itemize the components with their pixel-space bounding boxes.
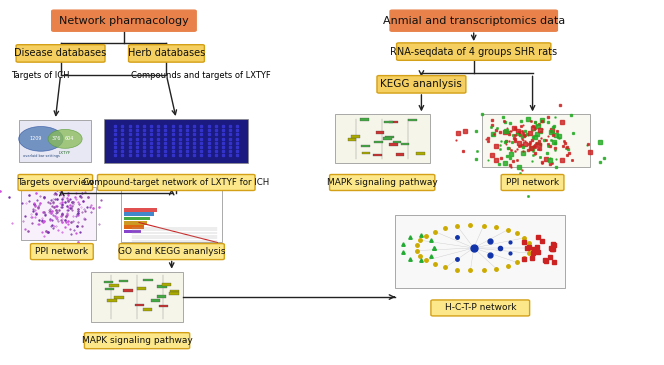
Text: H-C-T-P network: H-C-T-P network: [444, 303, 516, 312]
Bar: [169, 292, 179, 295]
Text: PPI network: PPI network: [35, 247, 88, 256]
Text: Network pharmacology: Network pharmacology: [59, 16, 189, 26]
Text: GO and KEGG ananlysis: GO and KEGG ananlysis: [118, 247, 226, 256]
Text: 604: 604: [65, 137, 74, 141]
Bar: [157, 285, 167, 288]
Text: Herb databases: Herb databases: [128, 49, 205, 58]
Bar: [384, 121, 393, 123]
Circle shape: [48, 130, 82, 148]
Text: MAPK signaling pathway: MAPK signaling pathway: [82, 336, 193, 345]
Text: RNA-seqdata of 4 groups SHR rats: RNA-seqdata of 4 groups SHR rats: [390, 47, 557, 57]
Bar: [143, 308, 152, 311]
Bar: [389, 143, 398, 146]
Text: Compound-target network of LXTYF for ICH: Compound-target network of LXTYF for ICH: [83, 178, 270, 187]
Bar: [114, 296, 124, 299]
Text: MAPK signaling pathway: MAPK signaling pathway: [327, 178, 438, 187]
Bar: [135, 304, 144, 306]
Bar: [105, 288, 114, 290]
Bar: [482, 114, 590, 167]
FancyBboxPatch shape: [18, 174, 92, 191]
FancyBboxPatch shape: [501, 174, 564, 191]
Text: 1209: 1209: [29, 137, 42, 141]
FancyBboxPatch shape: [431, 300, 530, 316]
Bar: [385, 136, 394, 138]
Bar: [361, 118, 369, 121]
Bar: [124, 289, 133, 292]
Bar: [401, 143, 409, 145]
Text: overlaid bar settings: overlaid bar settings: [23, 154, 59, 158]
Bar: [383, 137, 392, 140]
FancyBboxPatch shape: [390, 10, 557, 31]
Bar: [374, 141, 382, 143]
Bar: [408, 119, 417, 122]
Bar: [159, 305, 169, 307]
Bar: [21, 187, 96, 240]
FancyBboxPatch shape: [16, 45, 105, 62]
Bar: [124, 230, 141, 233]
Bar: [121, 189, 222, 242]
Bar: [137, 287, 146, 290]
Bar: [416, 153, 425, 155]
FancyBboxPatch shape: [31, 243, 93, 260]
FancyBboxPatch shape: [84, 333, 190, 349]
Text: KEGG ananlysis: KEGG ananlysis: [380, 79, 462, 89]
Bar: [389, 121, 398, 123]
Bar: [124, 226, 144, 229]
Bar: [376, 131, 384, 134]
Text: Targets overview: Targets overview: [17, 178, 94, 187]
Text: Targets of ICH: Targets of ICH: [11, 71, 70, 80]
Text: PPI network: PPI network: [506, 178, 559, 187]
FancyBboxPatch shape: [119, 243, 224, 260]
Bar: [91, 272, 183, 323]
FancyBboxPatch shape: [52, 10, 196, 31]
Bar: [395, 215, 565, 288]
Bar: [162, 284, 171, 286]
Bar: [104, 119, 248, 162]
Bar: [351, 135, 360, 138]
Bar: [143, 278, 153, 281]
Bar: [169, 290, 179, 292]
FancyBboxPatch shape: [329, 174, 435, 191]
Bar: [361, 145, 370, 147]
FancyBboxPatch shape: [129, 45, 205, 62]
Text: Disease databases: Disease databases: [15, 49, 107, 58]
FancyBboxPatch shape: [377, 76, 466, 93]
Bar: [348, 138, 357, 141]
Bar: [120, 280, 128, 282]
Bar: [373, 154, 382, 156]
Bar: [335, 114, 430, 164]
Bar: [108, 299, 117, 302]
Bar: [362, 152, 371, 154]
Bar: [151, 299, 160, 302]
FancyBboxPatch shape: [98, 174, 255, 191]
Bar: [19, 120, 91, 162]
Bar: [157, 295, 166, 298]
Bar: [124, 208, 157, 212]
Bar: [124, 217, 151, 220]
Text: LXTYF: LXTYF: [59, 151, 71, 155]
Text: Anmial and transcriptomics data: Anmial and transcriptomics data: [382, 16, 565, 26]
Bar: [124, 221, 147, 225]
Bar: [124, 212, 153, 216]
Bar: [396, 153, 404, 156]
Bar: [110, 284, 119, 287]
Text: 376: 376: [51, 137, 60, 141]
Circle shape: [19, 127, 63, 151]
Bar: [392, 141, 401, 143]
Text: Compounds and targets of LXTYF: Compounds and targets of LXTYF: [131, 71, 270, 80]
Bar: [104, 281, 113, 283]
FancyBboxPatch shape: [396, 43, 551, 60]
